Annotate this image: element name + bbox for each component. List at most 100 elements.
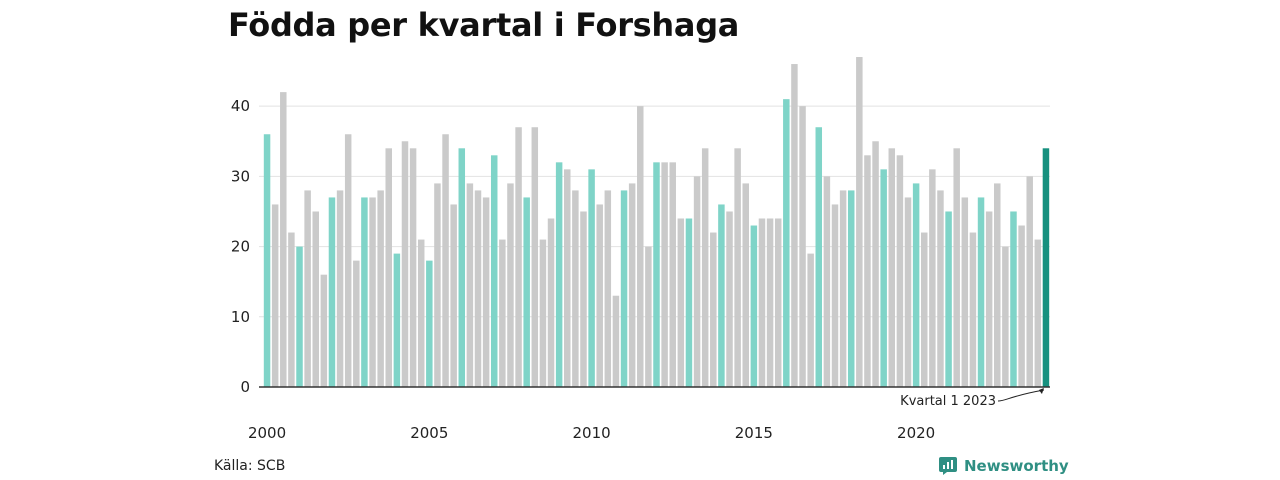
bar: [985, 211, 993, 387]
y-tick-label: 40: [231, 97, 250, 115]
bar: [758, 218, 766, 387]
bar: [271, 204, 279, 387]
y-tick-label: 0: [240, 378, 250, 396]
bar: [783, 99, 790, 388]
bar: [1042, 148, 1050, 387]
bar: [564, 169, 571, 387]
bar: [344, 134, 352, 387]
bar: [961, 197, 969, 387]
bar: [393, 253, 401, 387]
bar: [385, 148, 392, 387]
bar: [766, 218, 774, 387]
bar: [1018, 225, 1025, 387]
x-tick-label: 2010: [572, 424, 610, 442]
bar: [1010, 211, 1017, 387]
x-tick-label: 2015: [735, 424, 773, 442]
bar: [645, 246, 652, 387]
bar: [856, 57, 863, 388]
bar: [726, 211, 733, 387]
bar: [661, 162, 668, 387]
bar: [774, 218, 782, 387]
bar: [280, 92, 287, 388]
bar: [263, 134, 271, 387]
bar: [515, 127, 522, 387]
bar: [1002, 246, 1009, 387]
bar: [710, 232, 717, 387]
bar: [847, 190, 855, 387]
bar: [864, 155, 871, 387]
bar: [442, 134, 449, 387]
bar: [896, 155, 904, 387]
bar: [466, 183, 474, 387]
bar: [628, 183, 636, 387]
bar: [596, 204, 603, 387]
bar: [417, 239, 425, 387]
bar: [685, 218, 693, 387]
bar: [288, 232, 295, 387]
bar: [799, 106, 806, 388]
bar: [823, 176, 831, 388]
bar: [977, 197, 985, 387]
source-label: Källa: SCB: [214, 458, 286, 474]
bar: [547, 218, 555, 387]
bar: [434, 183, 441, 387]
annotation-arrow: [997, 389, 1045, 402]
annotation: Kvartal 1 2023: [900, 388, 1045, 409]
bar: [693, 176, 701, 388]
axes: 0 10 20 30 40 2000 2005 2010 2015 2020: [231, 97, 1050, 442]
bar: [296, 246, 303, 387]
bar: [653, 162, 660, 387]
brand-logo: Newsworthy: [938, 456, 1069, 476]
y-tick-label: 30: [231, 167, 250, 185]
x-tick-label: 2005: [410, 424, 448, 442]
bar: [482, 197, 490, 387]
bar: [336, 190, 344, 387]
bar: [620, 190, 628, 387]
bar: [921, 232, 928, 387]
bar: [734, 148, 741, 387]
bar: [572, 190, 579, 387]
bar: [677, 218, 685, 387]
y-tick-label: 10: [231, 308, 250, 326]
bar: [937, 190, 944, 387]
bar: [304, 190, 311, 387]
bar: [458, 148, 466, 387]
annotation-arrowhead: [1038, 388, 1044, 394]
bar: [312, 211, 319, 387]
bar: [320, 274, 328, 387]
bar: [426, 260, 433, 388]
x-tick-label: 2020: [897, 424, 935, 442]
bar: [328, 197, 336, 387]
bar: [701, 148, 709, 387]
bar: [815, 127, 823, 387]
newsworthy-logo-icon: [939, 457, 957, 475]
bars: [263, 57, 1050, 388]
bar: [880, 169, 887, 387]
bar: [523, 197, 530, 387]
bar: [839, 190, 847, 387]
brand-name: Newsworthy: [964, 457, 1069, 475]
bar: [377, 190, 384, 387]
bar: [507, 183, 514, 387]
bar: [718, 204, 725, 387]
bar: [807, 253, 814, 387]
y-tick-label: 20: [231, 238, 250, 256]
bar: [750, 225, 758, 387]
bar: [669, 162, 676, 387]
bar: [499, 239, 506, 387]
bar: [929, 169, 936, 387]
bar: [791, 64, 798, 387]
bar: [474, 190, 482, 387]
bar: [580, 211, 587, 387]
bar: [353, 260, 360, 388]
bar: [604, 190, 612, 387]
bar: [637, 106, 644, 388]
annotation-label: Kvartal 1 2023: [900, 394, 996, 409]
bar: [588, 169, 595, 387]
bar: [450, 204, 457, 387]
bar: [888, 148, 896, 387]
bar: [490, 155, 498, 387]
bar: [1034, 239, 1042, 387]
bar: [555, 162, 563, 387]
